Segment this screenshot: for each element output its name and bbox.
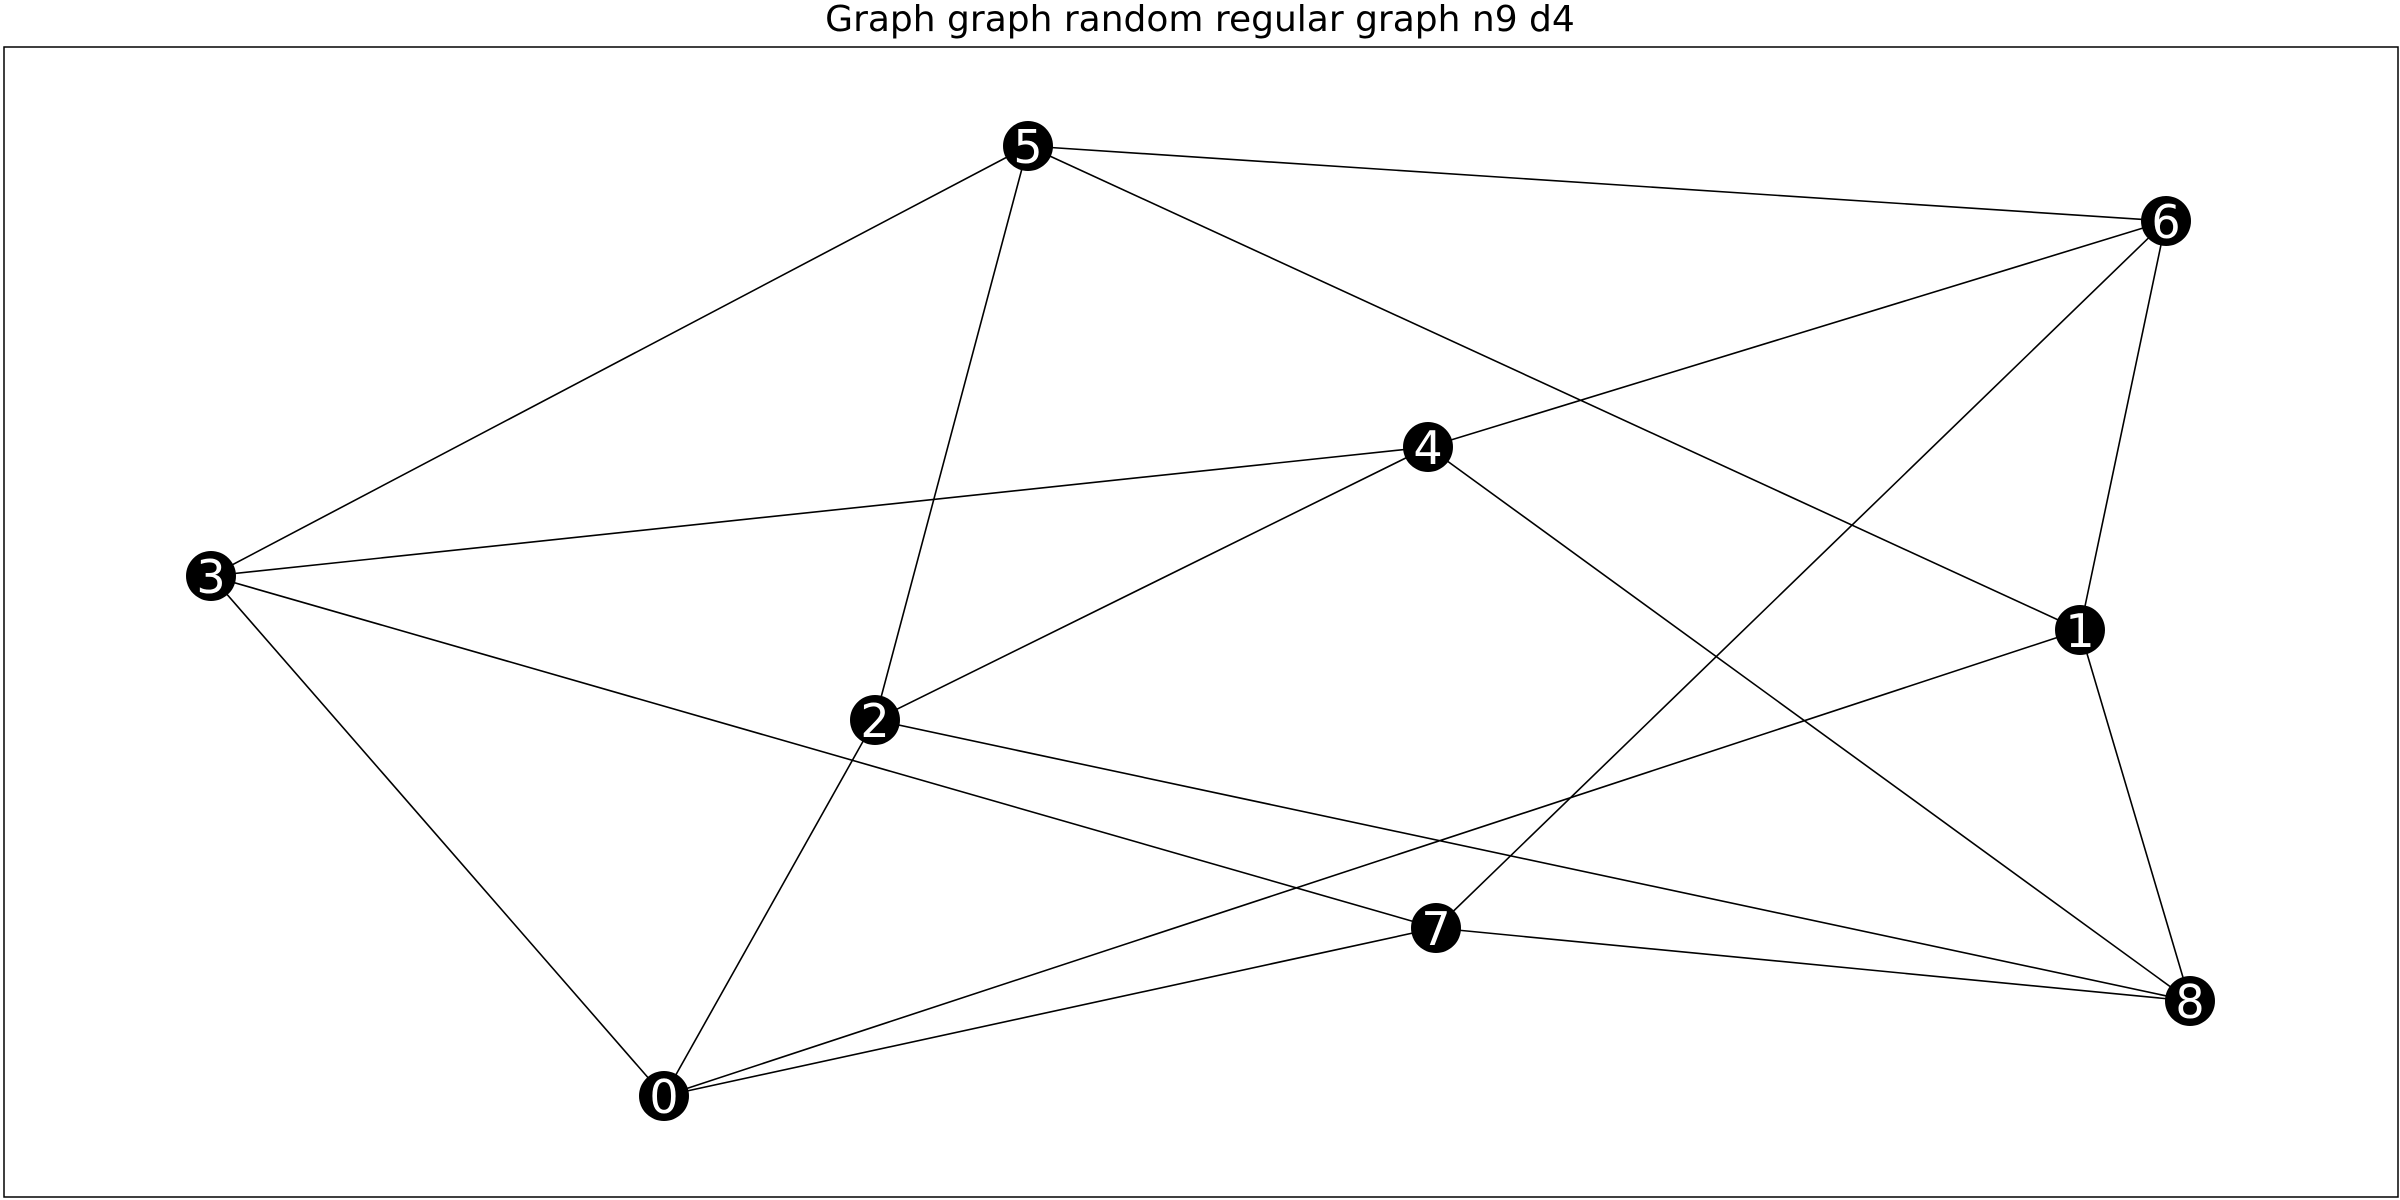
node-label-1: 1: [2065, 604, 2094, 658]
node-label-3: 3: [196, 550, 225, 604]
edge-1-8: [2079, 629, 2191, 1002]
node-circle-1: [2055, 605, 2105, 655]
node-label-7: 7: [1421, 902, 1450, 956]
node-2: 2: [850, 694, 900, 748]
edge-3-7: [210, 575, 1437, 929]
node-7: 7: [1411, 902, 1461, 956]
edge-5-3: [210, 145, 1029, 577]
node-5: 5: [1003, 120, 1053, 174]
node-label-4: 4: [1413, 421, 1442, 475]
node-circle-6: [2141, 196, 2191, 246]
node-circle-0: [639, 1071, 689, 1121]
plot-frame: [3, 46, 2399, 1198]
node-label-8: 8: [2175, 975, 2204, 1029]
edge-5-1: [1027, 145, 2081, 631]
edges-layer: [210, 145, 2191, 1097]
node-label-5: 5: [1013, 120, 1042, 174]
edge-5-6: [1027, 145, 2167, 222]
edge-6-4: [1427, 220, 2167, 448]
node-circle-3: [186, 551, 236, 601]
edge-7-0: [663, 927, 1437, 1097]
node-3: 3: [186, 550, 236, 604]
edge-6-7: [1435, 220, 2167, 929]
edge-4-8: [1427, 446, 2191, 1002]
edge-5-2: [874, 145, 1029, 721]
edge-1-0: [663, 629, 2081, 1097]
edge-6-1: [2079, 220, 2167, 631]
node-label-2: 2: [860, 694, 889, 748]
nodes-layer: 0 1 2 3 4 5 6 7 8: [186, 120, 2215, 1124]
node-label-0: 0: [649, 1070, 678, 1124]
edge-4-2: [874, 446, 1429, 721]
edge-3-0: [210, 575, 665, 1097]
edge-7-8: [1435, 927, 2191, 1002]
node-circle-8: [2165, 976, 2215, 1026]
edge-2-8: [874, 719, 2191, 1002]
node-circle-5: [1003, 121, 1053, 171]
node-8: 8: [2165, 975, 2215, 1029]
diagram-title: Graph graph random regular graph n9 d4: [825, 0, 1575, 40]
node-4: 4: [1403, 421, 1453, 475]
node-label-6: 6: [2151, 195, 2180, 249]
node-circle-7: [1411, 903, 1461, 953]
node-circle-4: [1403, 422, 1453, 472]
edge-2-0: [663, 719, 876, 1097]
node-circle-2: [850, 695, 900, 745]
node-1: 1: [2055, 604, 2105, 658]
edge-4-3: [210, 446, 1429, 577]
node-0: 0: [639, 1070, 689, 1124]
node-6: 6: [2141, 195, 2191, 249]
